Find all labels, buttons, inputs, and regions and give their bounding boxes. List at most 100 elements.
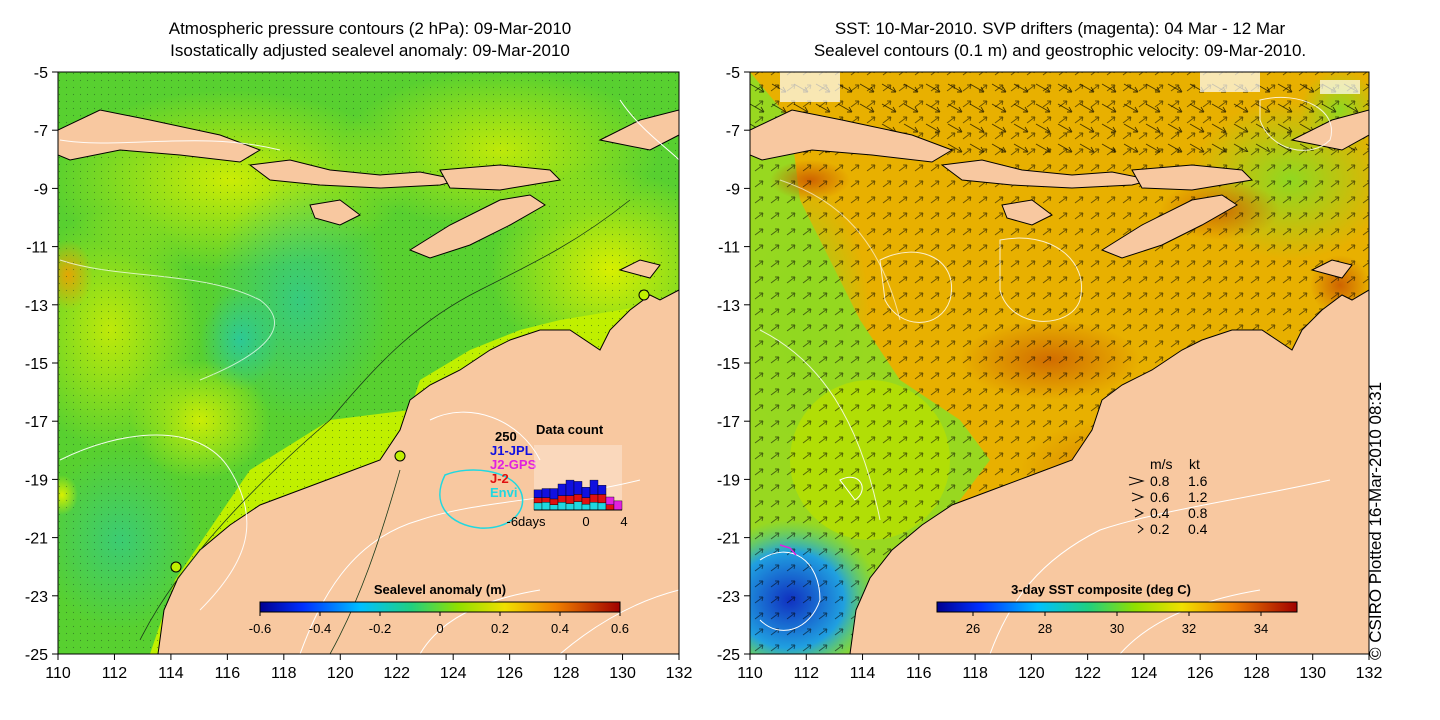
data-count-bar-gps (605, 496, 615, 506)
lon-tick-label: 122 (1074, 665, 1101, 682)
lon-tick-label: 128 (1243, 665, 1270, 682)
lat-tick-label: -5 (726, 65, 740, 82)
lat-tick-label: -23 (25, 589, 48, 606)
lat-tick-label: -23 (717, 589, 740, 606)
lon-tick-label: 120 (1018, 665, 1045, 682)
lat-tick-label: -25 (717, 647, 740, 664)
data-count-bar-envi (573, 501, 583, 511)
left-title-line1: Atmospheric pressure contours (2 hPa): 0… (168, 19, 572, 38)
lat-tick-label: -11 (26, 240, 48, 257)
data-count-bar-j2 (581, 497, 591, 505)
java-island-left (58, 109, 262, 163)
sla-colorbar-label: Sealevel anomaly (m) (374, 582, 506, 597)
data-count-bar-envi (597, 502, 607, 511)
data-count-bar-j1 (565, 479, 575, 496)
colorbar-tick-label: -0.2 (369, 621, 391, 636)
lon-tick-label: 114 (850, 665, 876, 682)
colorbar-tick-label: 26 (966, 621, 980, 636)
colorbar-tick-label: 30 (1110, 621, 1124, 636)
data-count-ymax: 250 (495, 429, 517, 444)
data-count-bar-j1 (573, 481, 583, 495)
lat-tick-label: -19 (25, 472, 48, 489)
data-count-bar-envi (581, 503, 591, 511)
data-count-bar-envi (589, 502, 599, 511)
right-colorbar: 3-day SST composite (deg C) 26 28 30 32 34 (936, 582, 1298, 636)
colorbar-tick-label: 0 (436, 621, 443, 636)
data-count-bar-j2 (565, 495, 575, 504)
data-count-bar-j2 (597, 494, 607, 504)
colorbar-tick-label: -0.4 (309, 621, 331, 636)
lat-tick-label: -15 (25, 356, 48, 373)
colorbar-tick-label: 0.2 (491, 621, 509, 636)
lat-tick-label: -13 (25, 298, 48, 315)
lon-tick-label: 130 (1299, 665, 1326, 682)
data-count-bar-j1 (533, 489, 543, 498)
data-count-legend-item: J2-GPS (490, 457, 537, 472)
velocity-ms-value: 0.4 (1150, 505, 1170, 521)
sumba-island-left (309, 199, 361, 226)
velocity-ms-value: 0.6 (1150, 489, 1170, 505)
data-count-bar-j1 (549, 488, 559, 500)
lon-tick-label: 110 (737, 665, 763, 682)
data-count-x-label: 0 (582, 514, 589, 529)
lat-tick-label: -11 (718, 240, 740, 257)
colorbar-tick-label: 28 (1038, 621, 1052, 636)
data-count-bar-j1 (581, 487, 591, 498)
data-count-bar-envi (565, 503, 575, 511)
velocity-header-ms: m/s (1150, 456, 1173, 472)
data-count-bar-j2 (541, 497, 551, 503)
velocity-legend: m/s kt 0.8 1.60.6 1.20.4 0.80.2 0.4 (1128, 456, 1208, 537)
data-count-bar-j1 (597, 485, 607, 495)
lat-tick-label: -13 (717, 298, 740, 315)
lat-tick-label: -7 (726, 123, 740, 140)
left-title-line2: Isostatically adjusted sealevel anomaly:… (170, 41, 570, 60)
lon-tick-label: 124 (1131, 665, 1158, 682)
lat-tick-label: -5 (34, 65, 48, 82)
lon-tick-label: 112 (102, 665, 128, 682)
right-map-area (750, 72, 1369, 654)
lon-tick-label: 132 (666, 665, 693, 682)
lat-tick-label: -21 (25, 531, 48, 548)
velocity-kt-value: 0.8 (1188, 505, 1208, 521)
colorbar-tick-label: 0.4 (551, 621, 569, 636)
velocity-kt-value: 0.4 (1188, 521, 1208, 537)
lon-tick-label: 118 (962, 665, 988, 682)
sla-colorbar-gradient (259, 601, 621, 613)
velocity-kt-value: 1.2 (1188, 489, 1208, 505)
velocity-kt-value: 1.6 (1188, 473, 1208, 489)
lat-tick-label: -19 (717, 472, 740, 489)
data-count-x-label: -6days (506, 514, 546, 529)
lat-tick-label: -15 (717, 356, 740, 373)
lon-tick-label: 116 (215, 665, 241, 682)
right-title-line2: Sealevel contours (0.1 m) and geostrophi… (813, 41, 1307, 60)
data-count-bar-j2 (533, 497, 543, 504)
velocity-arrow (1131, 492, 1145, 502)
lat-tick-label: -17 (717, 414, 740, 431)
colorbar-tick-label: -0.6 (249, 621, 271, 636)
lat-tick-label: -9 (726, 181, 740, 198)
sumba-island-right (1001, 199, 1053, 226)
lat-tick-label: -9 (34, 181, 48, 198)
lon-tick-label: 124 (440, 665, 467, 682)
data-count-bar-j2 (605, 504, 615, 511)
data-count-bar-gps (613, 500, 623, 511)
data-count-bar-envi (549, 504, 559, 511)
velocity-arrow (1137, 524, 1144, 534)
lon-tick-label: 116 (906, 665, 932, 682)
lon-tick-label: 114 (158, 665, 184, 682)
timor-island-left (408, 194, 546, 259)
lon-tick-label: 132 (1356, 665, 1383, 682)
velocity-header-kt: kt (1189, 456, 1200, 472)
lon-tick-label: 112 (794, 665, 820, 682)
colorbar-tick-label: 0.6 (611, 621, 629, 636)
lat-tick-label: -25 (25, 647, 48, 664)
lon-tick-label: 120 (327, 665, 354, 682)
lon-tick-label: 130 (609, 665, 636, 682)
data-count-bar-envi (533, 502, 543, 511)
velocity-arrow (1128, 476, 1145, 486)
velocity-ms-value: 0.8 (1150, 473, 1170, 489)
data-count-title: Data count (536, 422, 604, 437)
data-count-x-label: 4 (620, 514, 627, 529)
